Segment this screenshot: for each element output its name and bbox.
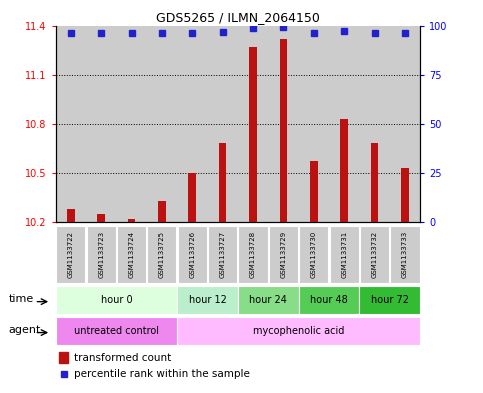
Bar bbox=[329, 26, 359, 222]
FancyBboxPatch shape bbox=[56, 226, 85, 283]
FancyBboxPatch shape bbox=[390, 226, 420, 283]
Bar bbox=[67, 209, 74, 222]
Text: GSM1133732: GSM1133732 bbox=[371, 231, 378, 278]
Bar bbox=[359, 26, 390, 222]
FancyBboxPatch shape bbox=[330, 226, 359, 283]
Text: time: time bbox=[8, 294, 34, 304]
FancyBboxPatch shape bbox=[56, 317, 177, 345]
Text: GSM1133726: GSM1133726 bbox=[189, 231, 195, 278]
Bar bbox=[98, 214, 105, 222]
Bar bbox=[401, 168, 409, 222]
Bar bbox=[59, 352, 68, 364]
Text: hour 48: hour 48 bbox=[310, 295, 348, 305]
FancyBboxPatch shape bbox=[117, 226, 146, 283]
Bar bbox=[177, 26, 208, 222]
Bar bbox=[238, 26, 268, 222]
Text: GSM1133725: GSM1133725 bbox=[159, 231, 165, 278]
Text: GSM1133727: GSM1133727 bbox=[220, 231, 226, 278]
Text: GSM1133733: GSM1133733 bbox=[402, 231, 408, 278]
FancyBboxPatch shape bbox=[208, 226, 237, 283]
Bar bbox=[280, 39, 287, 222]
Text: agent: agent bbox=[8, 325, 41, 334]
Bar bbox=[268, 26, 298, 222]
Text: GSM1133731: GSM1133731 bbox=[341, 231, 347, 278]
Title: GDS5265 / ILMN_2064150: GDS5265 / ILMN_2064150 bbox=[156, 11, 320, 24]
Bar bbox=[128, 219, 135, 222]
FancyBboxPatch shape bbox=[178, 226, 207, 283]
FancyBboxPatch shape bbox=[269, 226, 298, 283]
Bar bbox=[147, 26, 177, 222]
Text: hour 12: hour 12 bbox=[188, 295, 227, 305]
Bar bbox=[310, 162, 318, 222]
Text: untreated control: untreated control bbox=[74, 326, 159, 336]
Bar bbox=[249, 47, 257, 222]
Text: GSM1133724: GSM1133724 bbox=[128, 231, 135, 278]
Bar bbox=[341, 119, 348, 222]
Bar bbox=[158, 201, 166, 222]
Text: GSM1133722: GSM1133722 bbox=[68, 231, 74, 278]
Bar bbox=[188, 173, 196, 222]
Bar bbox=[208, 26, 238, 222]
Text: transformed count: transformed count bbox=[74, 353, 171, 363]
FancyBboxPatch shape bbox=[238, 286, 298, 314]
Text: percentile rank within the sample: percentile rank within the sample bbox=[74, 369, 250, 379]
Text: GSM1133729: GSM1133729 bbox=[281, 231, 286, 278]
Bar bbox=[116, 26, 147, 222]
Text: hour 0: hour 0 bbox=[100, 295, 132, 305]
FancyBboxPatch shape bbox=[147, 226, 176, 283]
Text: hour 72: hour 72 bbox=[371, 295, 409, 305]
Bar bbox=[219, 143, 227, 222]
Text: GSM1133723: GSM1133723 bbox=[98, 231, 104, 278]
FancyBboxPatch shape bbox=[56, 286, 177, 314]
FancyBboxPatch shape bbox=[239, 226, 268, 283]
FancyBboxPatch shape bbox=[177, 317, 420, 345]
Text: GSM1133730: GSM1133730 bbox=[311, 231, 317, 278]
Text: GSM1133728: GSM1133728 bbox=[250, 231, 256, 278]
Bar bbox=[371, 143, 378, 222]
Text: hour 24: hour 24 bbox=[249, 295, 287, 305]
Bar bbox=[298, 26, 329, 222]
Bar bbox=[390, 26, 420, 222]
FancyBboxPatch shape bbox=[177, 286, 238, 314]
FancyBboxPatch shape bbox=[359, 286, 420, 314]
FancyBboxPatch shape bbox=[86, 226, 116, 283]
FancyBboxPatch shape bbox=[360, 226, 389, 283]
Text: mycophenolic acid: mycophenolic acid bbox=[253, 326, 344, 336]
Bar bbox=[86, 26, 116, 222]
FancyBboxPatch shape bbox=[298, 286, 359, 314]
Bar bbox=[56, 26, 86, 222]
FancyBboxPatch shape bbox=[299, 226, 328, 283]
